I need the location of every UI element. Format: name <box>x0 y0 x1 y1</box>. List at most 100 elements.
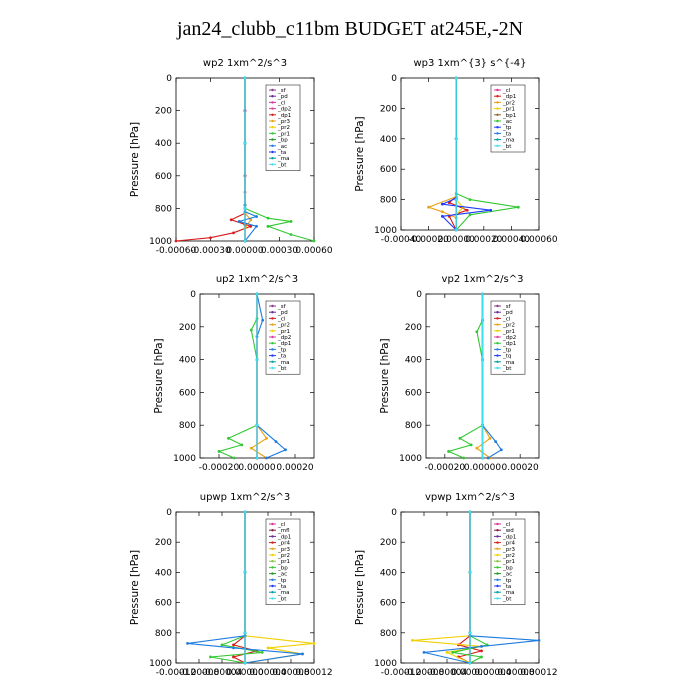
data-point <box>458 436 462 440</box>
data-point <box>243 141 247 145</box>
data-point <box>265 456 268 460</box>
x-tick-label: 0.00020 <box>465 235 502 245</box>
data-point <box>447 450 450 453</box>
data-point <box>227 436 230 440</box>
legend-entry: _bt <box>277 596 287 602</box>
legend-entry: _ma <box>502 360 514 366</box>
legend: _cl_dp1_pr2_pr1_bp1_ac_tp_ta_ma_bt <box>490 84 526 153</box>
legend-marker <box>271 101 274 104</box>
x-tick-label: -0.00020 <box>199 463 240 473</box>
legend-entry: _cl <box>502 522 511 528</box>
legend-entry: _dp2 <box>277 107 291 113</box>
y-tick-label: 800 <box>155 629 172 639</box>
legend-entry: _pr4 <box>502 541 516 547</box>
legend-marker <box>271 311 274 314</box>
data-point <box>468 198 472 202</box>
legend-entry: _bp <box>277 138 288 144</box>
legend-marker <box>496 317 499 320</box>
legend-entry: _tp <box>277 578 287 584</box>
x-tick-label: 0.00000 <box>226 246 263 256</box>
legend-entry: _ta <box>502 584 511 590</box>
y-axis-label: Pressure [hPa] <box>354 116 366 191</box>
legend-entry: _bp <box>277 565 288 571</box>
chart-panel-3: up2 1xm^2/s^3 Pressure [hPa] 0 200 400 600 800… <box>153 274 315 473</box>
data-point <box>237 220 241 223</box>
legend-entry: _pr1 <box>502 107 515 113</box>
y-tick-label: 0 <box>166 508 172 518</box>
data-point <box>445 651 449 654</box>
panel-title: up2 1xm^2/s^3 <box>216 274 298 285</box>
legend-marker <box>496 560 499 563</box>
data-point <box>494 440 498 443</box>
x-tick-label: 0.00020 <box>276 463 313 473</box>
data-point <box>468 510 472 514</box>
x-tick-label: -0.00012 <box>381 668 421 678</box>
y-tick-label: 400 <box>179 356 196 366</box>
legend-marker <box>496 138 499 141</box>
legend-marker <box>271 535 274 538</box>
y-tick-label: 200 <box>380 538 397 548</box>
data-point <box>265 436 268 440</box>
data-point <box>481 292 484 296</box>
x-tick-label: -0.00008 <box>179 668 220 678</box>
y-tick-label: 0 <box>416 290 422 300</box>
x-tick-label: -0.00020 <box>425 463 466 473</box>
legend-marker <box>496 329 499 332</box>
legend-entry: _pr2 <box>502 323 515 329</box>
y-axis-label: Pressure [hPa] <box>153 338 165 413</box>
legend-marker <box>496 529 499 532</box>
legend-entry: _bp1 <box>502 113 516 119</box>
legend-entry: _tp <box>277 347 287 353</box>
legend-marker <box>271 522 274 526</box>
y-tick-label: 200 <box>405 323 422 333</box>
y-tick-label: 0 <box>166 74 172 84</box>
x-tick-label: 0.00000 <box>438 235 475 245</box>
legend-marker <box>271 572 274 575</box>
y-axis-label: Pressure [hPa] <box>129 550 141 625</box>
series-line-tp <box>440 78 491 231</box>
data-point <box>243 207 247 210</box>
y-tick-label: 800 <box>380 196 397 206</box>
data-point <box>465 208 469 212</box>
x-tick-label: 0.00040 <box>493 235 530 245</box>
y-tick-label: 800 <box>380 629 397 639</box>
series-line-pr2 <box>426 78 457 230</box>
legend-entry: _tp <box>502 347 512 353</box>
figure-title: jan24_clubb_c11bm BUDGET at245E,-2N <box>176 18 524 40</box>
legend-marker <box>496 95 499 98</box>
data-point <box>451 651 455 654</box>
legend-entry: _mfl <box>277 528 290 534</box>
data-point <box>240 443 244 447</box>
y-tick-label: 200 <box>155 107 172 117</box>
legend-entry: _ma <box>502 138 514 144</box>
y-tick-label: 1000 <box>374 226 397 236</box>
legend-marker <box>496 572 499 575</box>
data-point <box>255 456 259 460</box>
y-tick-label: 1000 <box>399 454 422 464</box>
legend-marker <box>271 591 274 594</box>
legend-entry: _pr1 <box>277 329 290 335</box>
legend-entry: _cl <box>277 522 286 528</box>
series-line-dp1 <box>175 78 253 242</box>
data-point <box>489 208 493 212</box>
legend: _sf_pd_cl_dp2_dp1_pr3_pr2_pr1_bp_ac_ta_m… <box>265 84 301 171</box>
data-point <box>411 638 414 642</box>
legend-entry: _cl <box>502 88 511 94</box>
legend-entry: _pr2 <box>277 125 290 131</box>
legend-entry: _ta <box>502 131 511 137</box>
y-tick-label: 0 <box>391 508 397 518</box>
legend-entry: _pd <box>502 310 513 316</box>
y-tick-label: 400 <box>380 568 397 578</box>
legend-marker <box>496 366 499 370</box>
data-point <box>209 655 212 659</box>
legend-marker <box>271 354 274 357</box>
series-line-pr2 <box>250 294 268 459</box>
data-point <box>480 655 483 659</box>
legend-entry: _pr2 <box>277 553 290 559</box>
legend-marker <box>271 304 274 308</box>
legend-marker <box>271 541 274 544</box>
data-point <box>243 631 247 635</box>
y-tick-label: 200 <box>179 323 196 333</box>
legend-marker <box>271 144 274 147</box>
